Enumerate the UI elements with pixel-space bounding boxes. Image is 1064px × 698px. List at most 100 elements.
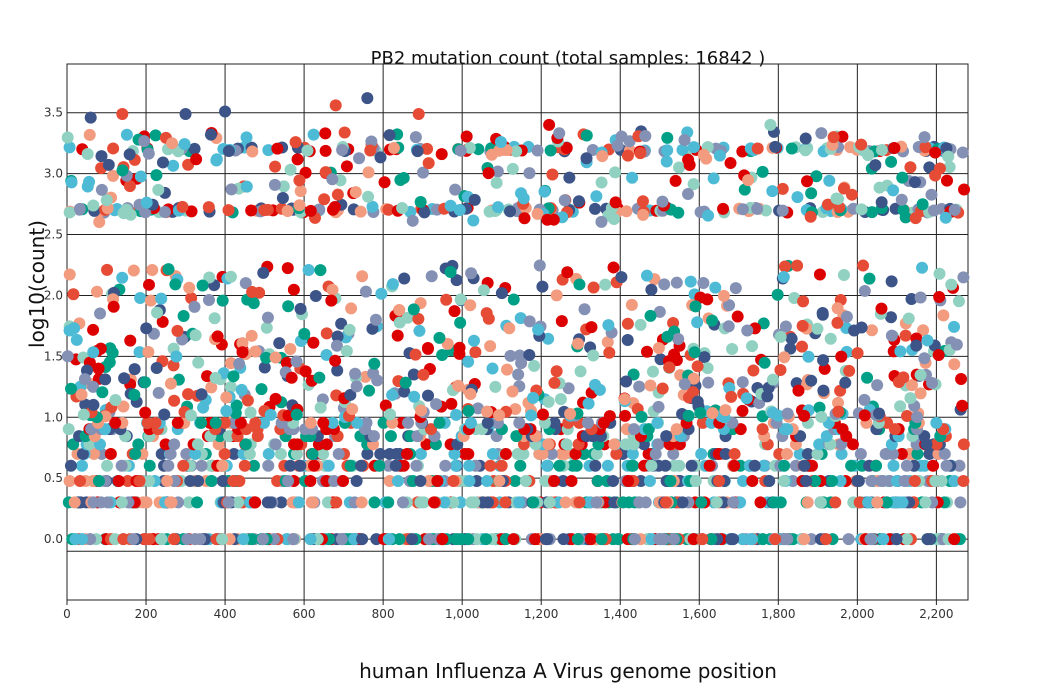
data-point [307,336,320,349]
data-point [550,289,563,302]
data-point [258,361,271,374]
data-point [691,316,704,329]
data-point [652,342,665,355]
data-point [797,295,810,308]
data-point [639,130,652,143]
data-point [678,134,691,147]
data-point [452,379,465,392]
data-point [815,410,828,423]
data-point [224,380,237,393]
data-point [814,496,827,509]
data-point [393,316,406,329]
data-point [76,447,89,460]
data-point [84,533,97,546]
data-point [954,496,967,509]
data-point [412,312,425,325]
data-point [195,388,208,401]
data-point [784,342,797,355]
data-point [462,447,475,460]
x-tick-label: 1,000 [445,607,479,621]
data-point [584,533,597,546]
x-tick-label: 1,200 [524,607,558,621]
data-point [182,388,195,401]
data-point [956,399,969,412]
data-point [115,496,128,509]
data-point [774,330,787,343]
data-point [368,496,381,509]
data-point [356,533,369,546]
data-point [653,305,666,318]
data-point [164,377,177,390]
data-point [169,278,182,291]
data-point [448,305,461,318]
data-point [289,136,302,149]
data-point [486,362,499,375]
data-point [515,357,528,370]
data-point [615,130,628,143]
data-point [493,409,506,422]
data-point [852,474,865,487]
data-point [149,129,162,142]
data-point [96,386,109,399]
data-point [840,310,853,323]
data-point [468,193,481,206]
data-point [417,166,430,179]
data-point [139,376,152,389]
data-point [184,474,197,487]
data-point [330,339,343,352]
data-point [858,393,871,406]
data-point [817,354,830,367]
data-point [292,496,305,509]
data-point [558,447,571,460]
data-point [587,349,600,362]
data-point [580,152,593,165]
data-point [723,381,736,394]
data-point [569,447,582,460]
data-point [87,447,100,460]
data-point [92,474,105,487]
data-point [736,376,749,389]
data-point [191,496,204,509]
data-point [723,299,736,312]
data-point [470,533,483,546]
data-point [78,373,91,386]
data-point [821,198,834,211]
data-point [387,142,400,155]
data-point [436,349,449,362]
data-point [517,192,530,205]
data-point [570,459,583,472]
data-point [917,324,930,337]
data-point [820,430,833,443]
data-point [397,172,410,185]
data-point [87,380,100,393]
data-point [245,329,258,342]
data-point [192,356,205,369]
data-point [239,438,252,451]
data-point [813,401,826,414]
data-point [453,203,466,216]
data-point [830,192,843,205]
data-point [661,330,674,343]
data-point [832,396,845,409]
data-point [649,447,662,460]
data-point [350,474,363,487]
data-point [65,176,78,189]
data-point [260,351,273,364]
data-point [785,332,798,345]
data-point [664,474,677,487]
data-point [939,211,952,224]
data-point [525,409,538,422]
data-point [918,352,931,365]
data-point [158,408,171,421]
data-point [801,175,814,188]
data-point [545,447,558,460]
y-tick-label: 1.5 [44,349,63,363]
data-point [640,345,653,358]
data-point [571,337,584,350]
data-point [603,410,616,423]
data-point [363,384,376,397]
data-point [282,474,295,487]
data-point [124,334,137,347]
data-point [132,438,145,451]
data-point [839,376,852,389]
